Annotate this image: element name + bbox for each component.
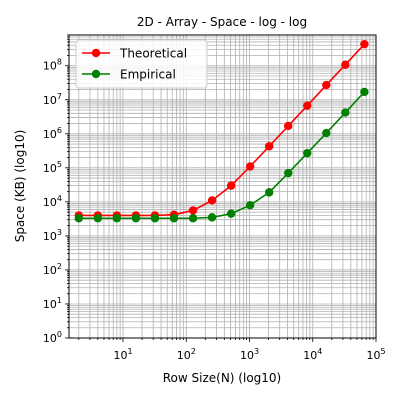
y-tick-label: 107 xyxy=(43,92,62,107)
series-line-empirical xyxy=(78,91,365,220)
data-point-theoretical xyxy=(322,80,331,90)
legend-label-theoretical: Theoretical xyxy=(119,47,187,61)
data-point-empirical xyxy=(360,87,369,97)
y-tick-label: 102 xyxy=(43,262,62,277)
data-point-empirical xyxy=(341,108,350,117)
data-point-theoretical xyxy=(245,162,255,171)
data-point-theoretical xyxy=(284,121,293,131)
data-point-theoretical xyxy=(303,101,312,110)
y-tick-label: 101 xyxy=(43,296,62,311)
data-point-empirical xyxy=(322,128,331,138)
data-point-empirical xyxy=(131,214,141,223)
y-tick-label: 103 xyxy=(43,228,62,243)
x-tick-label: 104 xyxy=(303,347,322,362)
ticks-layer: 101 102 103 104 105 100 101 102 103 104 105 106 107 1… xyxy=(43,34,386,362)
x-tick-label: 102 xyxy=(177,347,196,362)
plot-frame xyxy=(68,34,377,339)
x-tick-label: 103 xyxy=(240,347,259,362)
data-point-empirical xyxy=(207,213,217,222)
y-tick-label: 105 xyxy=(43,160,62,175)
legend-box xyxy=(75,39,208,89)
data-point-theoretical xyxy=(207,196,217,205)
data-point-theoretical xyxy=(188,206,198,215)
series-line-theoretical xyxy=(78,43,365,217)
series-empirical xyxy=(74,87,369,223)
data-point-empirical xyxy=(303,148,312,158)
chart-title: 2D - Array - Space - log - log xyxy=(137,15,307,29)
series-layer xyxy=(74,39,369,223)
x-tick-label: 101 xyxy=(113,347,132,362)
data-point-theoretical xyxy=(360,39,369,49)
data-point-empirical xyxy=(284,168,293,178)
x-axis-label: Row Size(N) (log10) xyxy=(163,371,281,385)
data-point-theoretical xyxy=(226,181,236,190)
data-point-empirical xyxy=(188,214,198,223)
legend-marker-theoretical xyxy=(91,48,101,58)
chart-legend: Theoretical Empirical xyxy=(75,39,208,89)
y-tick-label: 108 xyxy=(43,58,62,73)
x-tick-label: 105 xyxy=(366,347,385,362)
data-point-theoretical xyxy=(264,142,274,151)
y-axis-label: Space (KB) (log10) xyxy=(13,130,27,243)
y-tick-label: 100 xyxy=(43,330,62,345)
data-point-empirical xyxy=(264,188,274,197)
data-point-empirical xyxy=(112,214,122,223)
data-point-empirical xyxy=(150,214,160,223)
data-point-empirical xyxy=(93,214,103,223)
data-point-empirical xyxy=(245,200,255,210)
data-point-empirical xyxy=(226,209,236,218)
y-tick-label: 104 xyxy=(43,194,62,209)
data-point-empirical xyxy=(169,214,179,223)
legend-label-empirical: Empirical xyxy=(120,68,176,82)
legend-marker-empirical xyxy=(91,69,101,79)
y-tick-label: 106 xyxy=(43,126,62,141)
data-point-theoretical xyxy=(341,60,350,69)
data-point-empirical xyxy=(74,214,83,223)
